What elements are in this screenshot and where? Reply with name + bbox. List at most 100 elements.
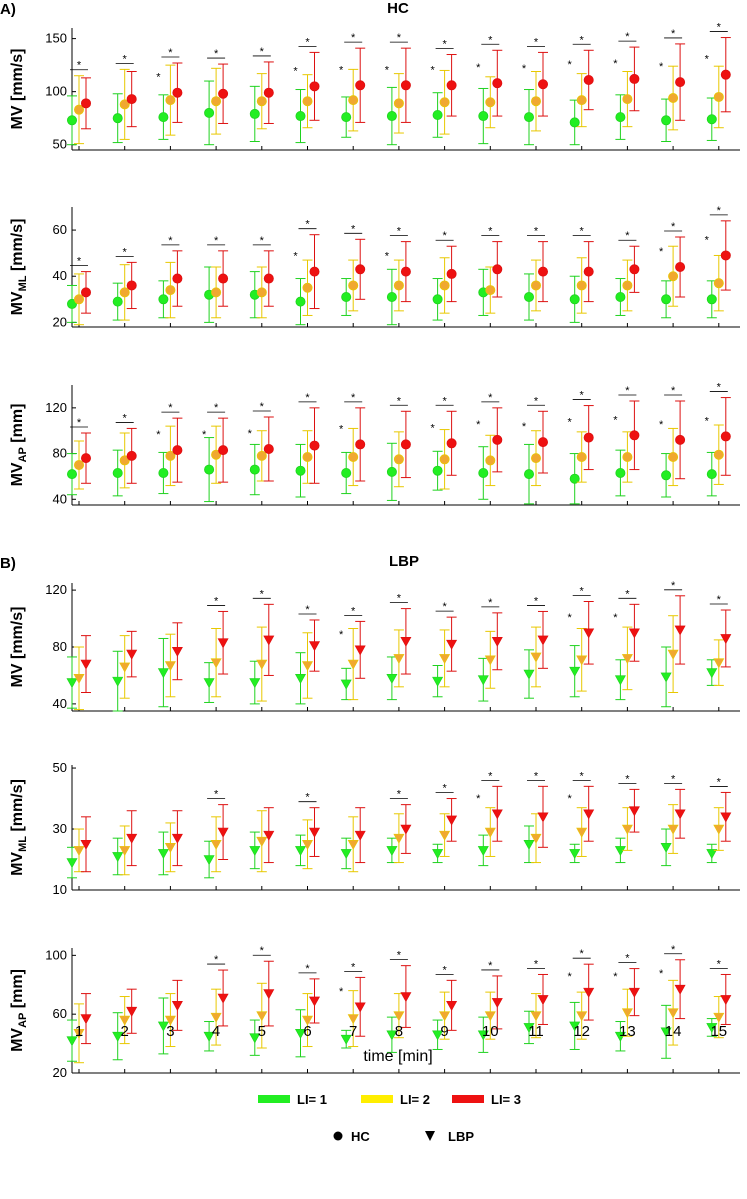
series-li3 (81, 37, 731, 130)
significance-star: * (397, 950, 402, 962)
data-point (629, 430, 640, 441)
y-axis-label: MVML [mm/s] (9, 219, 29, 316)
data-point (348, 95, 359, 106)
data-point (256, 1011, 268, 1022)
data-point (569, 117, 580, 128)
data-point (491, 998, 503, 1009)
data-point (668, 271, 679, 282)
data-point (171, 833, 183, 844)
data-point (439, 280, 450, 291)
legend-triangle-marker (425, 1131, 435, 1141)
data-point (393, 98, 404, 109)
significance-star: * (488, 34, 493, 46)
legend-label-li2: LI= 2 (400, 1092, 430, 1107)
data-point (211, 287, 222, 298)
x-tick-label: 12 (573, 1023, 590, 1040)
data-point (393, 454, 404, 465)
data-point (355, 439, 366, 450)
significance-star: * (659, 968, 664, 980)
significance-star: * (351, 605, 356, 617)
significance-star: * (397, 32, 402, 44)
subplot-6: 20 60 100 MVAP [mm] * * * * * * * * * * * * * * * * (9, 944, 740, 1080)
significance-star: * (580, 34, 585, 46)
x-tick-label: 5 (258, 1023, 266, 1040)
data-point (400, 439, 411, 450)
significance-star: * (625, 588, 630, 600)
data-point (263, 830, 275, 841)
significance-star: * (717, 594, 722, 606)
data-point (622, 280, 633, 291)
data-point (341, 291, 352, 302)
data-point (210, 839, 222, 850)
significance-star: * (260, 945, 265, 957)
significance-star: * (214, 595, 219, 607)
data-point (295, 296, 306, 307)
significance-star: * (625, 385, 630, 397)
data-point (484, 827, 496, 838)
series-li2 (74, 424, 724, 490)
significance-star: * (488, 770, 493, 782)
data-point (249, 108, 260, 119)
data-point (340, 849, 352, 860)
data-point (713, 278, 724, 289)
data-point (112, 467, 123, 478)
significance-star: * (305, 392, 310, 404)
significance-star: * (625, 230, 630, 242)
data-point (621, 654, 633, 664)
significance-star: * (385, 64, 390, 76)
panel-b-title: LBP (389, 553, 419, 570)
significance-star: * (260, 588, 265, 600)
significance-star: * (77, 256, 82, 268)
data-point (203, 855, 215, 866)
x-tick-label: 2 (121, 1023, 129, 1040)
significance-star: * (442, 964, 447, 976)
data-point (119, 99, 130, 110)
significance-star: * (671, 385, 676, 397)
data-point (81, 287, 92, 298)
data-point (165, 450, 176, 461)
legend-swatch-li1 (258, 1095, 290, 1103)
series-li3 (81, 397, 731, 484)
data-point (477, 1030, 489, 1041)
x-tick-label: 9 (440, 1023, 448, 1040)
significance-star: * (488, 597, 493, 609)
y-axis-label: MV [mm/s] (9, 607, 26, 688)
data-point (629, 264, 640, 275)
data-point (294, 846, 307, 856)
data-point (583, 266, 594, 277)
significance-star: * (671, 580, 676, 592)
data-point (74, 459, 85, 470)
data-point (203, 1031, 215, 1042)
significance-star: * (156, 72, 161, 84)
y-tick-label: 20 (53, 314, 67, 329)
data-point (439, 1011, 451, 1022)
significance-star: * (534, 395, 539, 407)
data-point (674, 984, 686, 995)
data-point (354, 830, 366, 841)
significance-star: * (568, 793, 573, 805)
significance-star: * (305, 963, 310, 975)
data-point (263, 87, 274, 98)
data-point (164, 843, 176, 853)
data-point (614, 846, 626, 856)
significance-star: * (156, 429, 161, 441)
data-point (172, 87, 183, 98)
data-point (400, 80, 411, 91)
data-point (668, 451, 679, 462)
y-axis-label: MVAP [mm] (9, 404, 29, 487)
data-point (720, 634, 732, 645)
x-tick-label: 15 (710, 1023, 727, 1040)
data-point (432, 465, 443, 476)
subplot-1: 50 100 150 MV [mm/s] * * * * * * * * * * * * * * * * * * * * * * *… (9, 22, 740, 152)
data-point (119, 1015, 131, 1026)
data-point (492, 78, 503, 89)
legend-swatch-li3 (452, 1095, 484, 1103)
significance-star: * (293, 251, 298, 263)
significance-star: * (717, 776, 722, 788)
data-point (661, 115, 672, 126)
data-point (530, 833, 542, 844)
significance-star: * (705, 234, 710, 246)
data-point (67, 469, 78, 480)
data-point (713, 1012, 725, 1023)
data-point (400, 824, 412, 835)
